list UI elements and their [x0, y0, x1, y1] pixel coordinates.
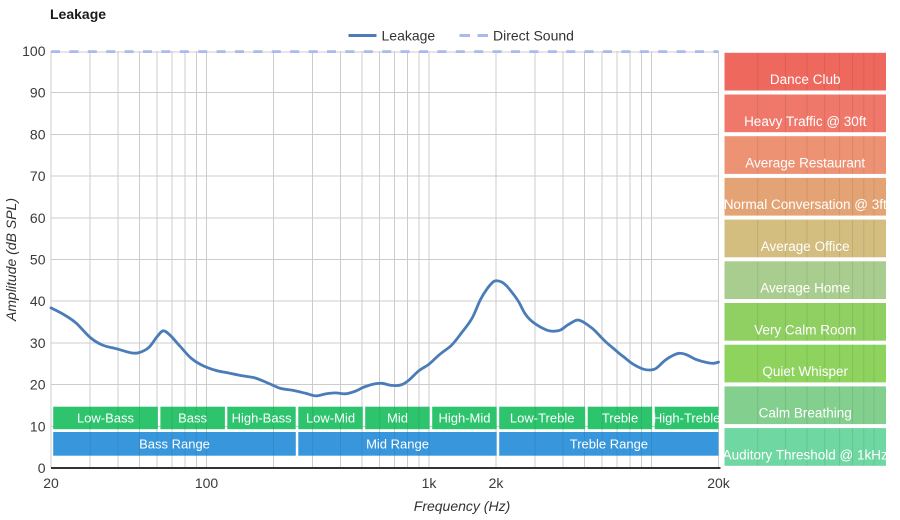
svg-text:High-Bass: High-Bass [232, 411, 292, 426]
svg-text:Bass: Bass [178, 411, 207, 426]
svg-text:Low-Bass: Low-Bass [77, 411, 135, 426]
svg-text:Amplitude (dB SPL): Amplitude (dB SPL) [3, 198, 19, 322]
svg-text:Leakage: Leakage [382, 28, 436, 44]
svg-text:Mid Range: Mid Range [366, 437, 429, 452]
svg-text:Very Calm Room: Very Calm Room [754, 322, 856, 337]
svg-text:100: 100 [195, 475, 219, 491]
svg-text:Normal Conversation @ 3ft: Normal Conversation @ 3ft [724, 197, 887, 212]
svg-text:Average Office: Average Office [761, 239, 850, 254]
svg-text:80: 80 [30, 126, 46, 142]
svg-text:20: 20 [43, 475, 59, 491]
svg-text:20: 20 [30, 377, 46, 393]
svg-text:Auditory Threshold @ 1kHz: Auditory Threshold @ 1kHz [723, 447, 888, 462]
svg-text:100: 100 [22, 43, 46, 59]
svg-text:2k: 2k [489, 475, 505, 491]
svg-text:Mid: Mid [387, 411, 408, 426]
svg-text:10: 10 [30, 418, 46, 434]
svg-text:Frequency (Hz): Frequency (Hz) [414, 498, 510, 514]
svg-text:Low-Treble: Low-Treble [510, 411, 575, 426]
svg-text:High-Treble: High-Treble [653, 411, 720, 426]
svg-text:90: 90 [30, 85, 46, 101]
svg-text:30: 30 [30, 335, 46, 351]
svg-text:High-Mid: High-Mid [438, 411, 490, 426]
svg-text:Calm Breathing: Calm Breathing [759, 406, 852, 421]
svg-text:Quiet Whisper: Quiet Whisper [762, 364, 848, 379]
svg-text:Leakage: Leakage [50, 6, 106, 22]
svg-text:Treble Range: Treble Range [570, 437, 648, 452]
svg-text:Heavy Traffic @ 30ft: Heavy Traffic @ 30ft [744, 114, 867, 129]
svg-text:Bass Range: Bass Range [139, 437, 210, 452]
svg-text:50: 50 [30, 252, 46, 268]
svg-text:40: 40 [30, 293, 46, 309]
svg-text:Direct Sound: Direct Sound [493, 28, 574, 44]
svg-text:0: 0 [38, 460, 46, 476]
svg-text:Low-Mid: Low-Mid [306, 411, 355, 426]
svg-text:1k: 1k [422, 475, 438, 491]
svg-text:Dance Club: Dance Club [770, 72, 841, 87]
svg-text:20k: 20k [707, 475, 731, 491]
svg-text:Treble: Treble [602, 411, 638, 426]
svg-text:Average Home: Average Home [760, 281, 850, 296]
svg-text:70: 70 [30, 168, 46, 184]
svg-text:60: 60 [30, 210, 46, 226]
svg-text:Average Restaurant: Average Restaurant [745, 156, 865, 171]
